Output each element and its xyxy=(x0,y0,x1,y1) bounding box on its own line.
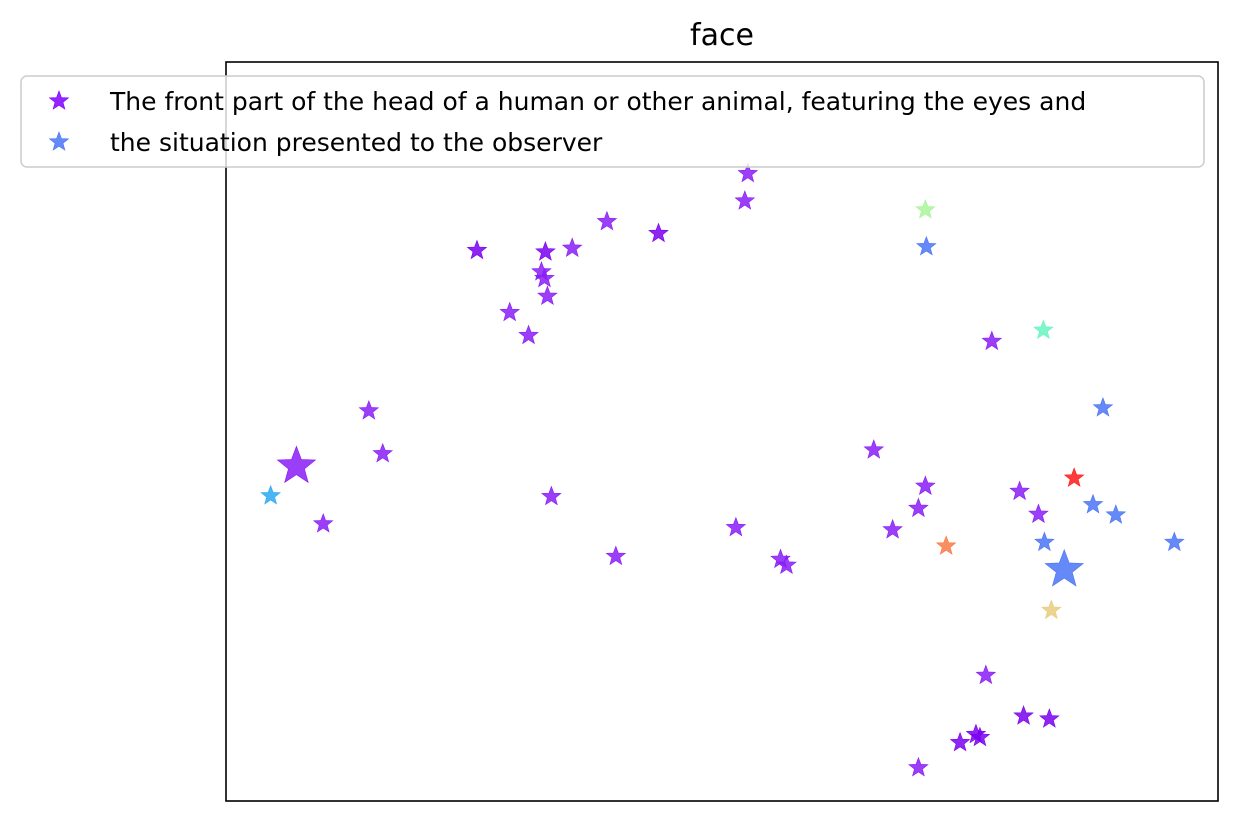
data-point-series-1-15 xyxy=(605,545,627,566)
data-point-series-1-18 xyxy=(734,190,756,210)
legend-marker-series-2 xyxy=(48,131,70,151)
data-point-series-2-13 xyxy=(1164,531,1185,552)
data-point-series-1-13 xyxy=(561,237,583,258)
data-point-series-2-7 xyxy=(1041,599,1062,620)
points-layer xyxy=(260,162,1185,777)
chart-title: face xyxy=(690,18,754,53)
data-point-series-1-4 xyxy=(372,442,394,463)
data-point-series-2-9 xyxy=(1063,467,1085,487)
data-point-series-1-32 xyxy=(1009,480,1030,501)
data-point-series-1-19 xyxy=(737,162,759,183)
data-point-series-2-1 xyxy=(260,484,281,505)
data-point-series-2-11 xyxy=(1092,396,1114,417)
data-point-series-1-30 xyxy=(975,664,997,685)
legend-star-series-1 xyxy=(48,90,70,110)
data-point-series-1-2 xyxy=(312,513,334,533)
data-point-series-1-3 xyxy=(358,399,380,420)
data-point-series-1-17 xyxy=(725,516,747,537)
data-point-series-2-2 xyxy=(915,198,936,219)
data-point-series-2-3 xyxy=(916,235,937,256)
legend-frame xyxy=(20,75,1205,168)
data-point-series-1-35 xyxy=(1039,708,1060,728)
data-point-series-1-33 xyxy=(1013,705,1034,725)
data-point-series-1-25 xyxy=(915,475,936,495)
data-point-series-1-1 xyxy=(276,445,317,484)
data-point-series-1-26 xyxy=(908,756,929,777)
data-point-series-2-8 xyxy=(1044,548,1085,587)
data-point-series-2-12 xyxy=(1105,504,1127,524)
data-point-series-2-10 xyxy=(1082,493,1104,514)
data-point-series-1-5 xyxy=(466,239,488,260)
data-point-series-1-24 xyxy=(908,497,929,518)
data-point-series-1-11 xyxy=(537,285,558,306)
legend-label-series-2: the situation presented to the observer xyxy=(110,128,603,157)
data-point-series-2-5 xyxy=(1033,319,1054,340)
data-point-series-1-22 xyxy=(863,439,885,459)
data-point-series-1-16 xyxy=(648,222,669,243)
data-point-series-1-9 xyxy=(534,267,555,288)
data-point-series-1-14 xyxy=(596,210,618,231)
data-point-series-1-6 xyxy=(499,301,521,322)
data-point-series-2-6 xyxy=(1034,531,1055,552)
data-point-series-1-21 xyxy=(776,554,797,575)
legend-marker-series-1 xyxy=(48,90,70,110)
plot-area-background xyxy=(226,62,1218,801)
data-point-series-1-27 xyxy=(949,731,971,752)
plot-frame xyxy=(225,61,1219,802)
legend-label-series-1: The front part of the head of a human or… xyxy=(109,87,1086,116)
data-point-series-1-10 xyxy=(535,241,556,261)
data-point-series-1-12 xyxy=(541,485,562,506)
data-point-series-1-23 xyxy=(882,518,903,539)
data-point-series-1-7 xyxy=(518,324,539,345)
legend-star-series-2 xyxy=(48,131,70,151)
data-point-series-1-31 xyxy=(981,330,1003,351)
data-point-series-1-34 xyxy=(1028,503,1049,524)
legend: The front part of the head of a human or… xyxy=(20,75,1205,168)
data-point-series-1-29 xyxy=(969,726,991,747)
data-point-series-2-4 xyxy=(935,535,957,555)
